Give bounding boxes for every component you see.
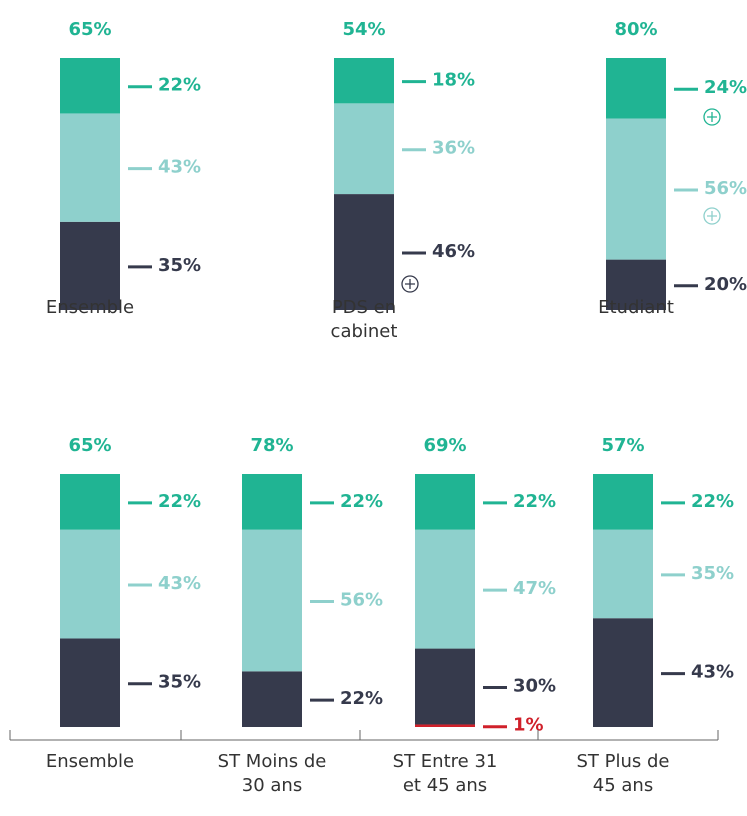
bar-segment — [334, 103, 394, 195]
value-label: 18% — [432, 70, 475, 91]
value-label: 22% — [158, 491, 201, 512]
value-label: 30% — [513, 676, 556, 697]
category-label: Etudiant — [598, 297, 674, 318]
total-label: 65% — [68, 19, 111, 40]
value-label: 35% — [158, 672, 201, 693]
bar-segment — [60, 474, 120, 530]
value-label: 24% — [704, 77, 747, 98]
value-label: 22% — [513, 491, 556, 512]
value-label: 22% — [340, 491, 383, 512]
value-label: 35% — [691, 563, 734, 584]
value-label: 56% — [340, 590, 383, 611]
bar-segment — [242, 474, 302, 530]
bar-segment — [60, 113, 120, 222]
plus-icon — [703, 207, 721, 225]
category-label: Ensemble — [45, 297, 135, 318]
value-label: 46% — [432, 241, 475, 262]
category-label: ST Moins de 30 ans — [217, 751, 327, 796]
total-label: 78% — [250, 435, 293, 456]
bar-segment — [60, 529, 120, 639]
plus-icon — [401, 275, 419, 293]
value-label: 43% — [158, 157, 201, 178]
plus-icon — [703, 108, 721, 126]
bar-segment — [415, 648, 475, 725]
bar-segment — [242, 671, 302, 727]
total-label: 80% — [614, 19, 657, 40]
value-label: 22% — [158, 75, 201, 96]
significance-icons — [401, 108, 721, 293]
bar-segment — [60, 58, 120, 114]
category-label: ST Plus de 45 ans — [576, 751, 670, 796]
category-label: PDS en cabinet — [330, 297, 398, 342]
bar-segment — [60, 221, 120, 310]
total-label: 65% — [68, 435, 111, 456]
value-label: 56% — [704, 178, 747, 199]
bar-segment — [334, 194, 394, 310]
total-label: 54% — [342, 19, 385, 40]
value-label: 43% — [691, 662, 734, 683]
bar-segment — [415, 724, 475, 727]
bar-segment — [334, 58, 394, 104]
value-label: 35% — [158, 255, 201, 276]
category-label: ST Entre 31 et 45 ans — [392, 751, 498, 796]
bar-segment — [415, 474, 475, 530]
bar-segment — [606, 118, 666, 260]
bar-segment — [415, 529, 475, 649]
bar-segment — [593, 618, 653, 727]
bar-segment — [606, 259, 666, 310]
bar-segment — [606, 58, 666, 119]
total-label: 57% — [601, 435, 644, 456]
value-label: 22% — [691, 491, 734, 512]
value-label: 22% — [340, 688, 383, 709]
value-label: 43% — [158, 573, 201, 594]
value-label: 47% — [513, 578, 556, 599]
category-label: Ensemble — [45, 751, 135, 772]
total-label: 69% — [423, 435, 466, 456]
bar-segment — [593, 474, 653, 530]
bar-segment — [593, 529, 653, 619]
value-label: 20% — [704, 274, 747, 295]
value-label: 1% — [513, 715, 544, 736]
value-label: 36% — [432, 138, 475, 159]
bar-segment — [242, 529, 302, 672]
bar-segment — [60, 638, 120, 727]
